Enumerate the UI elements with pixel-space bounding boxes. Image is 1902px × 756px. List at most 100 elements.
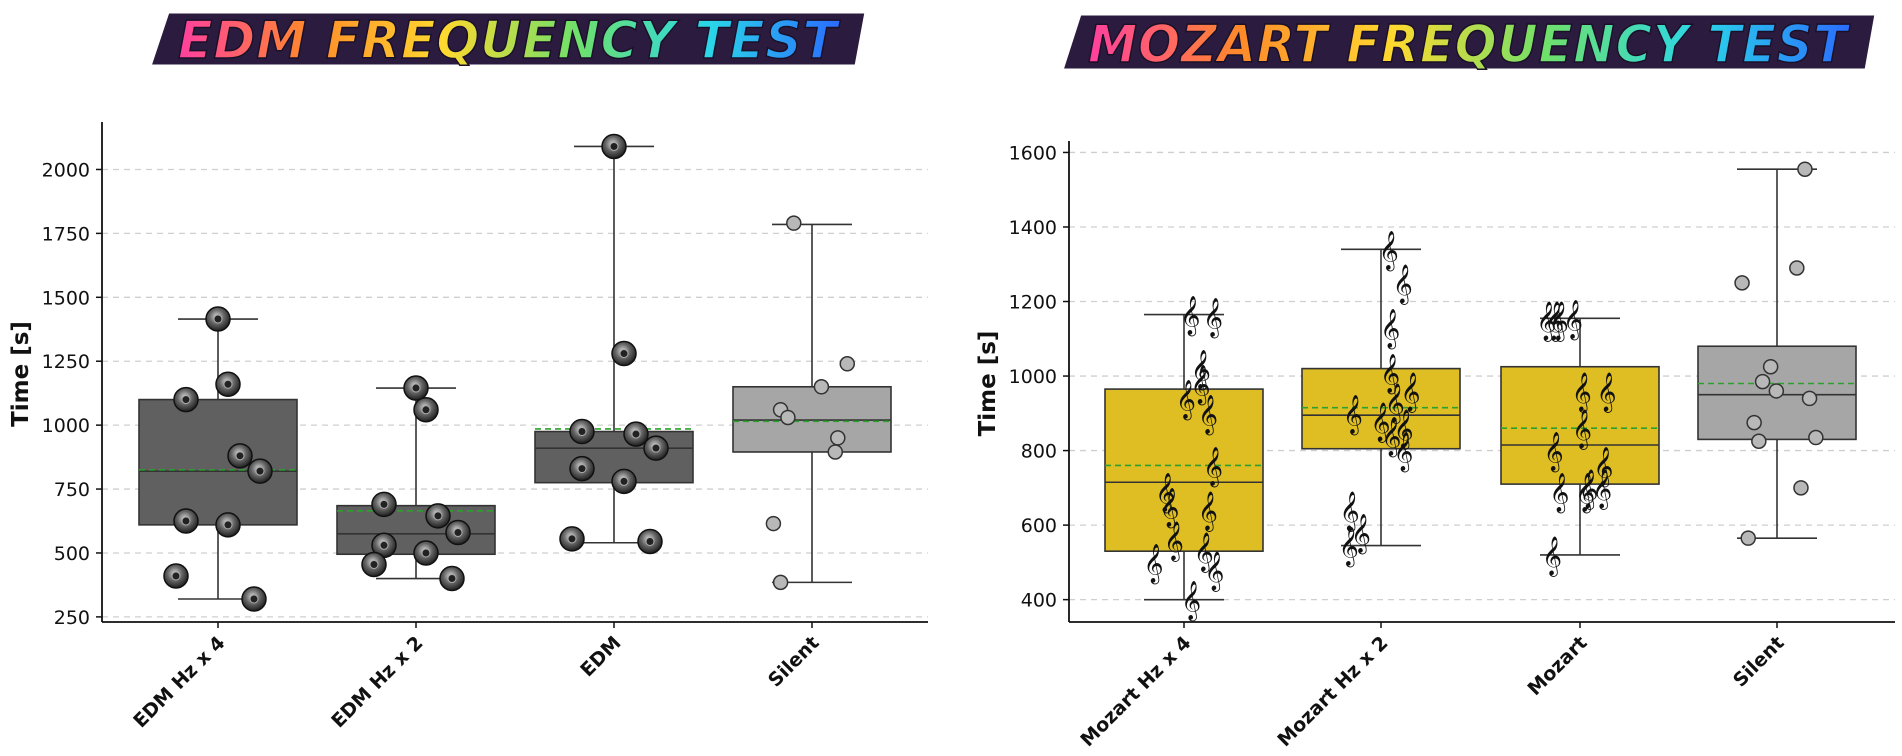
x-tick-label: EDM <box>576 632 625 681</box>
data-point <box>1797 161 1813 177</box>
treble-clef-icon: 𝄞 <box>1596 372 1616 413</box>
data-point <box>173 386 199 413</box>
data-point <box>361 551 387 578</box>
treble-clef-icon: 𝄞 <box>1379 230 1399 271</box>
treble-clef-icon: 𝄞 <box>1544 432 1564 473</box>
treble-clef-icon: 𝄞 <box>1143 543 1163 584</box>
data-point <box>1746 414 1762 431</box>
data-point <box>786 215 802 231</box>
box <box>138 398 298 526</box>
mozart-banner-title: MOZART FREQUENCY TEST <box>1088 15 1850 75</box>
speaker-cone <box>249 594 259 604</box>
data-point <box>1734 275 1750 291</box>
data-point <box>1768 383 1785 399</box>
treble-clef-icon: 𝄞 <box>1563 299 1583 340</box>
data-point <box>611 340 637 367</box>
data-point <box>205 306 231 332</box>
speaker-cone <box>577 427 587 437</box>
data-point <box>371 491 397 518</box>
x-tick-label: Silent <box>1729 632 1789 692</box>
edm-box-plot: 250 500 750 1000 1250 1500 1750 2000 Time [s] EDM… <box>8 122 928 732</box>
treble-clef-icon: 𝄞 <box>1198 394 1218 435</box>
speaker-cone <box>651 443 661 453</box>
data-point <box>643 435 669 461</box>
treble-clef-icon: 𝄞 <box>1181 581 1201 622</box>
speaker-cone <box>619 476 629 486</box>
treble-clef-icon: 𝄞 <box>1339 527 1359 568</box>
treble-clef-icon: 𝄞 <box>1575 473 1595 514</box>
data-point <box>215 371 241 397</box>
treble-clef-icon: 𝄞 <box>1572 409 1592 450</box>
speaker-cone <box>433 511 443 521</box>
data-point <box>601 133 627 160</box>
speaker-cone <box>223 379 233 389</box>
data-point <box>1808 429 1824 446</box>
speaker-cone <box>609 141 619 151</box>
x-tick-label: Mozart Hz x 4 <box>1076 632 1195 751</box>
treble-clef-icon: 𝄞 <box>1203 297 1223 338</box>
y-tick-label: 800 <box>1021 441 1057 463</box>
treble-clef-icon: 𝄞 <box>1159 487 1179 528</box>
y-tick-label: 1600 <box>1009 142 1057 164</box>
data-point <box>772 574 789 591</box>
data-point <box>445 519 471 546</box>
speaker-cone <box>577 464 587 474</box>
x-tick-label: EDM Hz x 2 <box>327 632 427 732</box>
y-tick-label: 1500 <box>42 287 90 309</box>
data-point <box>765 515 782 532</box>
treble-clef-icon: 𝄞 <box>1371 402 1391 443</box>
data-point <box>425 503 451 529</box>
y-axis-label: Time [s] <box>8 321 34 427</box>
data-point <box>559 526 585 552</box>
treble-clef-icon: 𝄞 <box>1380 309 1400 350</box>
data-point <box>623 421 649 447</box>
treble-clef-icon: 𝄞 <box>1204 551 1224 592</box>
data-point <box>247 458 273 484</box>
speaker-cone <box>223 520 233 530</box>
y-tick-label: 2000 <box>42 159 90 181</box>
treble-clef-icon: 𝄞 <box>1380 353 1400 394</box>
speaker-cone <box>181 516 191 526</box>
treble-clef-icon: 𝄞 <box>1542 536 1562 577</box>
treble-clef-icon: 𝄞 <box>1544 301 1564 342</box>
treble-clef-icon: 𝄞 <box>1155 473 1175 514</box>
treble-clef-icon: 𝄞 <box>1549 473 1569 514</box>
data-point <box>1740 530 1756 546</box>
speaker-cone <box>411 383 421 393</box>
y-tick-label: 1000 <box>42 415 90 437</box>
data-point <box>241 586 267 612</box>
data-point <box>780 409 796 426</box>
data-point <box>371 532 397 559</box>
x-tick-label: Mozart <box>1523 632 1591 700</box>
treble-clef-icon: 𝄞 <box>1203 446 1223 487</box>
speaker-cone <box>645 536 655 546</box>
data-point <box>569 418 595 445</box>
treble-clef-icon: 𝄞 <box>1191 365 1211 406</box>
speaker-cone <box>369 559 379 569</box>
y-axis-label: Time [s] <box>975 331 1001 437</box>
box <box>1301 367 1461 450</box>
treble-clef-icon: 𝄞 <box>1343 394 1363 435</box>
speaker-cone <box>631 429 641 439</box>
x-tick-label: EDM Hz x 4 <box>129 632 229 732</box>
data-point <box>1754 373 1771 390</box>
edm-banner: EDM FREQUENCY TEST <box>147 10 868 72</box>
speaker-cone <box>181 395 191 405</box>
treble-clef-icon: 𝄞 <box>1393 432 1413 473</box>
speaker-cone <box>235 451 245 461</box>
treble-clef-icon: 𝄞 <box>1340 491 1360 532</box>
data-point <box>1762 358 1779 375</box>
data-point <box>827 444 844 460</box>
y-tick-label: 1250 <box>42 351 90 373</box>
speaker-cone <box>379 540 389 550</box>
treble-clef-icon: 𝄞 <box>1572 372 1592 413</box>
data-point <box>1789 260 1805 276</box>
data-point <box>173 508 199 534</box>
speaker-cone <box>255 466 265 476</box>
treble-clef-icon: 𝄞 <box>1393 264 1413 305</box>
speaker-cone <box>379 499 389 509</box>
data-point <box>163 563 189 589</box>
treble-clef-icon: 𝄞 <box>1164 521 1184 562</box>
treble-clef-icon: 𝄞 <box>1400 372 1420 413</box>
